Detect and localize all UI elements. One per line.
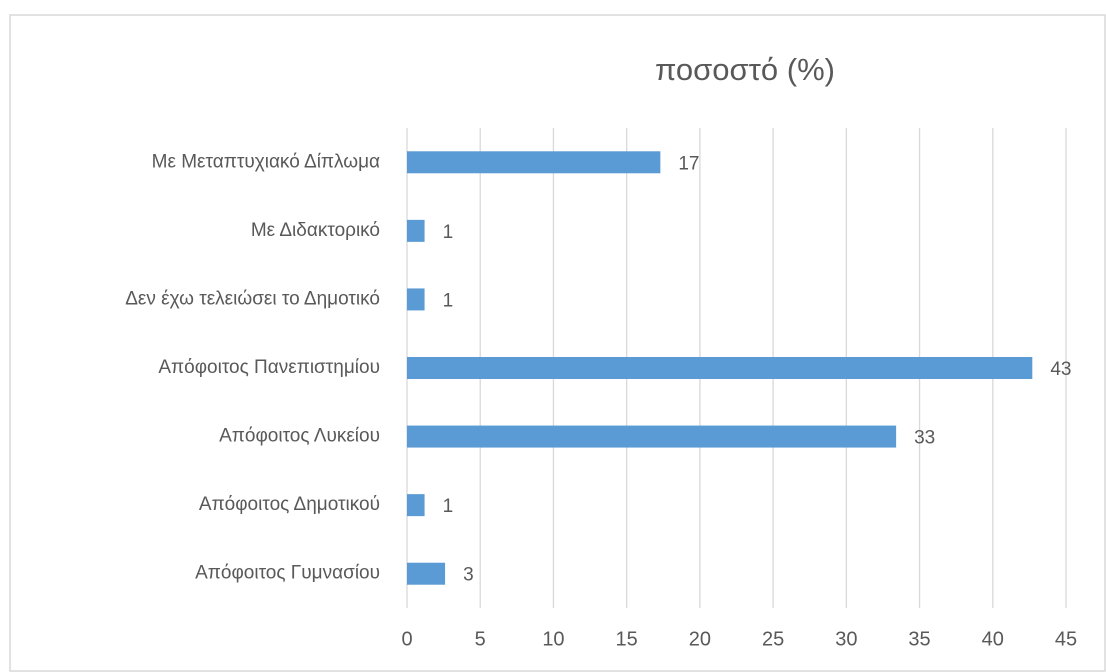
bar	[407, 425, 897, 448]
x-tick-label: 25	[762, 628, 784, 650]
y-tick-label: Με Διδακτορικό	[251, 220, 380, 241]
y-tick-label: Απόφοιτος Λυκείου	[219, 426, 380, 447]
x-tick-label: 20	[689, 628, 711, 650]
bar	[407, 562, 446, 585]
data-label: 1	[443, 496, 454, 517]
data-label: 17	[678, 153, 699, 174]
y-tick-label: Δεν έχω τελειώσει το Δημοτικό	[125, 288, 380, 309]
y-tick-label: Απόφοιτος Δημοτικού	[199, 494, 380, 515]
chart-title: ποσοστό (%)	[655, 52, 835, 87]
data-label: 43	[1050, 359, 1071, 380]
bar	[407, 151, 661, 174]
bar	[407, 494, 425, 517]
y-tick-label: Με Μεταπτυχιακό Δίπλωμα	[152, 151, 380, 172]
data-label: 1	[443, 222, 454, 243]
bar	[407, 288, 425, 311]
y-tick-label: Απόφοιτος Πανεπιστημίου	[158, 357, 380, 378]
x-tick-label: 45	[1055, 628, 1077, 650]
data-label: 33	[914, 428, 935, 449]
x-tick-label: 0	[401, 628, 412, 650]
bar	[407, 357, 1033, 379]
x-tick-label: 5	[475, 628, 486, 650]
x-tick-label: 10	[542, 628, 564, 650]
y-tick-label: Απόφοιτος Γυμνασίου	[195, 563, 380, 584]
x-tick-label: 30	[835, 628, 857, 650]
data-label: 1	[443, 290, 454, 311]
x-tick-label: 15	[616, 628, 638, 650]
x-tick-label: 40	[982, 628, 1004, 650]
data-label: 3	[463, 565, 474, 586]
bar	[407, 219, 425, 242]
x-tick-label: 35	[908, 628, 930, 650]
chart-border	[9, 14, 1106, 672]
